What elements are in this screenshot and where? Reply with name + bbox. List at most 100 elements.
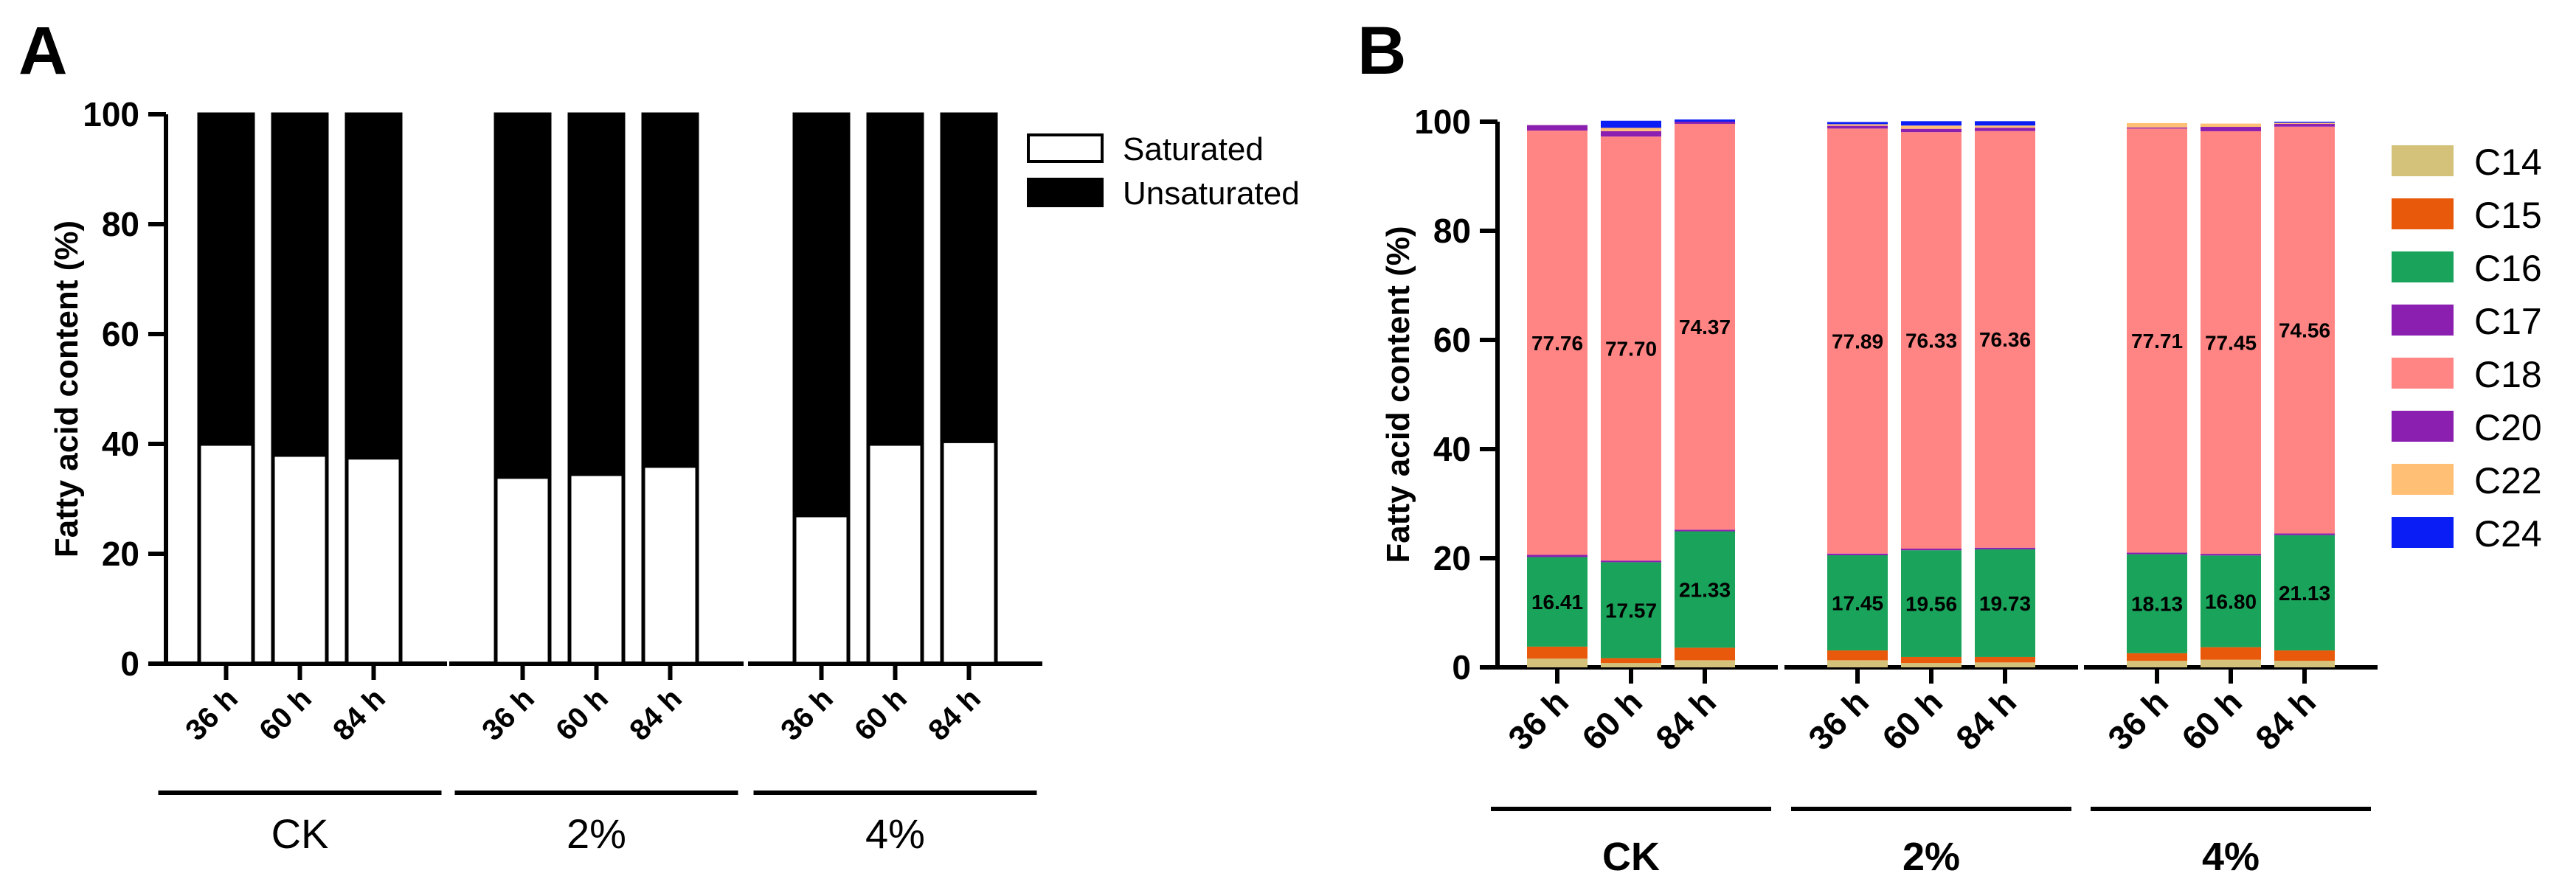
bar-segment-c24 [1901, 121, 1962, 126]
bar-segment-c15 [1827, 650, 1888, 661]
chart-a: 0 20 40 60 80 100 Fatty acid content (%) CK 2% 4%… [49, 95, 1300, 857]
bar-segment-c20 [1527, 125, 1588, 131]
data-label: 21.33 [1679, 578, 1731, 601]
x-tick-label: 36 h [1801, 682, 1876, 757]
legend-swatch [2392, 517, 2454, 548]
bar-segment-c17 [2201, 554, 2261, 556]
bar-segment-c17 [1975, 547, 2035, 549]
group-label: 4% [865, 810, 925, 857]
bar-segment-c15 [1975, 656, 2035, 663]
bar-segment-c18 [1601, 136, 1661, 561]
y-tick-label: 60 [102, 315, 139, 353]
bar-segment-c17 [1601, 560, 1661, 563]
panel-b-label: B [1357, 13, 1406, 88]
bar-segment-c22 [1601, 128, 1661, 131]
x-tick-label: 60 h [848, 682, 913, 747]
data-label: 17.57 [1605, 599, 1657, 622]
x-tick-label: 60 h [253, 682, 318, 747]
bar-segment-unsaturated [940, 112, 998, 443]
bar-segment-c16 [2127, 554, 2187, 653]
bar-segment-c18 [1901, 132, 1962, 549]
bar-segment-c20 [1975, 128, 2035, 131]
bar-segment-saturated [344, 456, 403, 666]
group-label: CK [271, 810, 329, 857]
legend-swatch [2392, 198, 2454, 229]
group-label: 2% [567, 810, 626, 857]
legend-label: C22 [2474, 460, 2542, 501]
y-tick-label: 20 [102, 535, 139, 573]
chart-b: 0 20 40 60 80 100 Fatty acid content (%) CK 2% 4%… [1380, 102, 2542, 879]
bar-segment-c20 [1901, 128, 1962, 133]
bar-segment-c24 [1675, 119, 1735, 122]
bar-segment-saturated [494, 475, 552, 666]
x-tick-label: 36 h [179, 682, 244, 747]
bar-segment-c14 [2127, 661, 2187, 667]
bar-segment-saturated [866, 442, 924, 666]
bar-segment-c16 [1601, 562, 1661, 659]
data-label: 19.56 [1905, 593, 1957, 616]
bar-segment-unsaturated [792, 112, 851, 518]
bar-segment-c16 [2274, 535, 2335, 651]
bar-segment-c14 [1527, 659, 1588, 667]
legend-swatch [2392, 464, 2454, 495]
bar-segment-c20 [2274, 124, 2335, 127]
bar-segment-c24 [1601, 120, 1661, 128]
bar-segment-c17 [1675, 529, 1735, 532]
legend-swatch [2392, 145, 2454, 176]
bar-segment-c17 [2127, 552, 2187, 555]
bar-segment-c17 [2274, 533, 2335, 535]
x-tick-label: 36 h [1500, 682, 1576, 757]
bar-segment-saturated [792, 513, 851, 666]
data-label: 77.71 [2131, 330, 2183, 352]
data-label: 19.73 [1979, 592, 2031, 615]
data-label: 77.45 [2205, 332, 2257, 355]
data-label: 16.41 [1531, 591, 1583, 614]
bar-segment-c17 [1901, 548, 1962, 551]
bar-segment-c22 [1901, 125, 1962, 129]
bar-segment-c16 [1827, 555, 1888, 651]
bar-segment-c20 [1675, 122, 1735, 124]
bar-segment-c22 [2201, 123, 2261, 128]
bar-segment-unsaturated [271, 112, 329, 457]
bar-segment-c24 [1827, 122, 1888, 125]
bar-segment-c14 [1675, 660, 1735, 667]
legend-label: C20 [2474, 407, 2542, 448]
legend-label: C16 [2474, 248, 2542, 289]
group-label: 4% [2202, 835, 2260, 879]
bar-segment-c14 [1975, 662, 2035, 667]
bar-segment-c24 [1975, 121, 2035, 126]
x-tick-label: 36 h [775, 682, 839, 747]
x-tick-label: 60 h [550, 682, 614, 747]
legend-swatch [1027, 133, 1104, 163]
data-label: 74.56 [2279, 319, 2330, 342]
bar-segment-c18 [2274, 126, 2335, 534]
legend-swatch [2392, 411, 2454, 442]
bar-segment-c16 [1675, 531, 1735, 648]
y-tick-label: 100 [83, 95, 139, 133]
data-label: 77.76 [1531, 332, 1583, 355]
data-label: 74.37 [1679, 316, 1731, 338]
bar-segment-c17 [1527, 555, 1588, 557]
bar-segment-c20 [2201, 127, 2261, 131]
bar-segment-unsaturated [641, 112, 699, 468]
bar-segment-c16 [1527, 557, 1588, 647]
y-tick-label: 0 [1452, 648, 1471, 687]
y-tick-label: 60 [1433, 321, 1471, 359]
y-tick-label: 100 [1414, 102, 1471, 141]
x-tick-label: 60 h [2174, 682, 2249, 757]
data-label: 77.89 [1832, 330, 1883, 353]
bar-segment-saturated [567, 472, 626, 666]
legend-label: Saturated [1123, 131, 1264, 167]
legend-label: C15 [2474, 195, 2542, 236]
legend-swatch [2392, 305, 2454, 336]
x-tick-label: 84 h [623, 682, 688, 747]
bar-segment-c18 [1827, 128, 1888, 554]
bar-segment-c15 [2274, 650, 2335, 661]
bar-segment-unsaturated [494, 112, 552, 479]
legend-label: Unsaturated [1123, 176, 1300, 212]
x-tick-label: 60 h [1574, 682, 1649, 757]
bar-segment-c17 [1827, 553, 1888, 555]
legend-label: C17 [2474, 301, 2542, 342]
bar-segment-c14 [1901, 663, 1962, 667]
